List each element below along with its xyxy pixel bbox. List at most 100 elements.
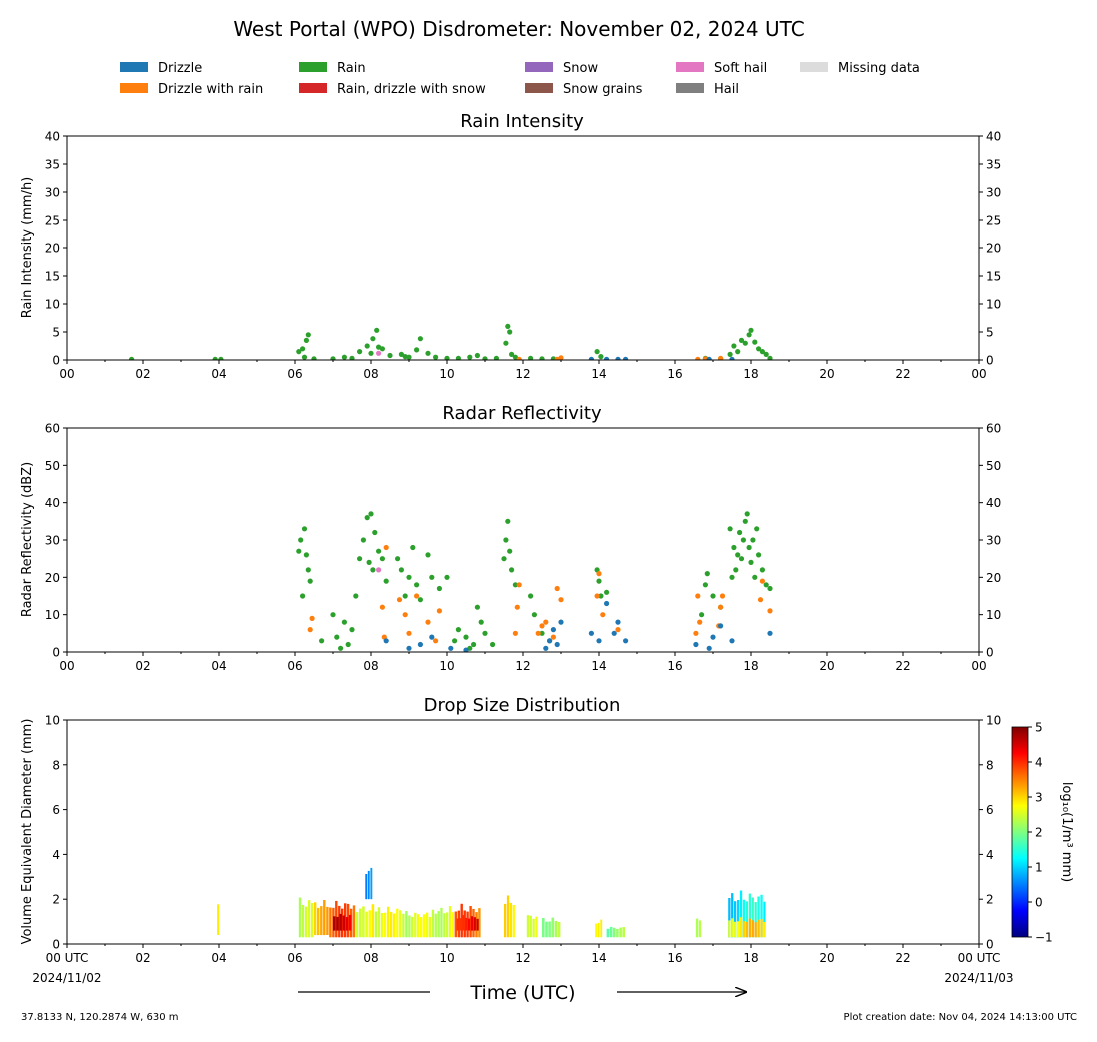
data-point (752, 339, 758, 345)
data-point (503, 537, 509, 543)
x-tick-label: 20 (819, 367, 834, 381)
data-point (727, 351, 733, 357)
legend-label: Missing data (838, 61, 920, 76)
data-point (706, 356, 712, 360)
dsd-cell (460, 903, 463, 938)
legend-label: Drizzle with rain (158, 82, 263, 97)
data-point (398, 567, 404, 573)
data-point (374, 327, 380, 333)
x-tick-label: 20 (819, 659, 834, 673)
series-points (296, 511, 773, 651)
data-point (436, 585, 442, 592)
x-tick-label: 14 (591, 659, 606, 673)
y-tick-label-left: 0 (52, 354, 60, 368)
data-point (615, 619, 621, 625)
x-tick-label: 06 (287, 951, 302, 965)
dsd-cell (448, 906, 452, 938)
dsd-cell (748, 893, 751, 938)
dsd-cell (737, 900, 740, 938)
x-tick-label: 02 (135, 659, 150, 673)
dsd-cell (622, 927, 625, 938)
colorbar-tick-label: 3 (1035, 791, 1043, 805)
figure-title: West Portal (WPO) Disdrometer: November … (233, 17, 804, 41)
data-point (301, 354, 308, 360)
dsd-cell (760, 919, 763, 938)
colorbar-tick-label: 0 (1035, 896, 1043, 910)
legend: Drizzle Drizzle with rain Rain Rain, drizzl… (120, 61, 920, 97)
data-point (550, 627, 557, 633)
data-point (623, 356, 629, 360)
data-point (345, 641, 351, 648)
data-point (379, 556, 385, 562)
dsd-cell (557, 922, 561, 938)
dsd-cell (339, 913, 342, 931)
data-point (718, 604, 724, 610)
data-point (512, 354, 519, 360)
dsd-cell (304, 906, 308, 938)
data-point (528, 593, 534, 599)
y-tick-label-right: 2 (986, 893, 994, 907)
x-tick-label: 10 (439, 367, 454, 381)
dsd-cell (731, 893, 734, 938)
data-point (600, 612, 606, 618)
data-point (535, 630, 541, 636)
data-point (406, 574, 412, 580)
y-tick-label-left: 10 (45, 608, 60, 622)
plot-area (296, 511, 773, 652)
dsd-cell (420, 917, 423, 938)
dsd-block (298, 897, 314, 938)
data-point (368, 350, 374, 356)
dsd-cell (731, 918, 734, 938)
x-tick-label: 00 (971, 659, 986, 673)
series-points (129, 323, 773, 360)
legend-swatch (676, 62, 704, 72)
data-point (425, 619, 431, 625)
radar-reflectivity-panel: Radar Reflectivity Radar Reflectivity (d… (20, 403, 1001, 673)
data-point (731, 544, 737, 551)
plot-area (217, 867, 766, 938)
data-point (474, 604, 480, 610)
data-point (539, 356, 545, 360)
dsd-cell (348, 914, 352, 931)
data-point (558, 355, 564, 360)
data-point (558, 619, 564, 625)
dsd-block (355, 904, 375, 938)
x-tick-label: 20 (819, 951, 834, 965)
dsd-cell (751, 920, 754, 938)
dsd-cell (417, 914, 420, 938)
dsd-cell (728, 898, 731, 938)
dsd-cell (754, 922, 757, 938)
legend-swatch (299, 62, 327, 72)
series-points (516, 355, 724, 360)
x-tick-label: 00 UTC (958, 951, 1001, 965)
dsd-cell (370, 867, 373, 900)
data-point (719, 593, 726, 599)
data-point (594, 593, 600, 599)
dsd-cell (402, 913, 405, 938)
x-tick-label: 22 (895, 951, 910, 965)
dsd-cell (757, 919, 760, 938)
data-point (376, 567, 382, 573)
dsd-cell (298, 897, 302, 938)
data-point (341, 354, 347, 360)
data-point (368, 511, 374, 517)
dsd-cell (428, 916, 432, 938)
data-point (467, 354, 473, 360)
dsd-cell (619, 927, 622, 938)
x-tick-label: 18 (743, 951, 758, 965)
data-point (349, 627, 355, 633)
data-point (596, 638, 602, 644)
y-tick-label-left: 6 (52, 803, 60, 817)
series-points (376, 567, 382, 573)
data-point (463, 647, 469, 652)
x-tick-label: 00 (971, 367, 986, 381)
dsd-block (456, 915, 479, 931)
dsd-cell (307, 900, 311, 938)
dsd-cell (440, 907, 443, 938)
dsd-cell (371, 904, 375, 938)
dsd-cell (597, 922, 600, 938)
data-point (429, 574, 435, 580)
dsd-cell (314, 902, 317, 936)
y-tick-label-left: 40 (45, 496, 60, 510)
data-point (735, 349, 741, 355)
